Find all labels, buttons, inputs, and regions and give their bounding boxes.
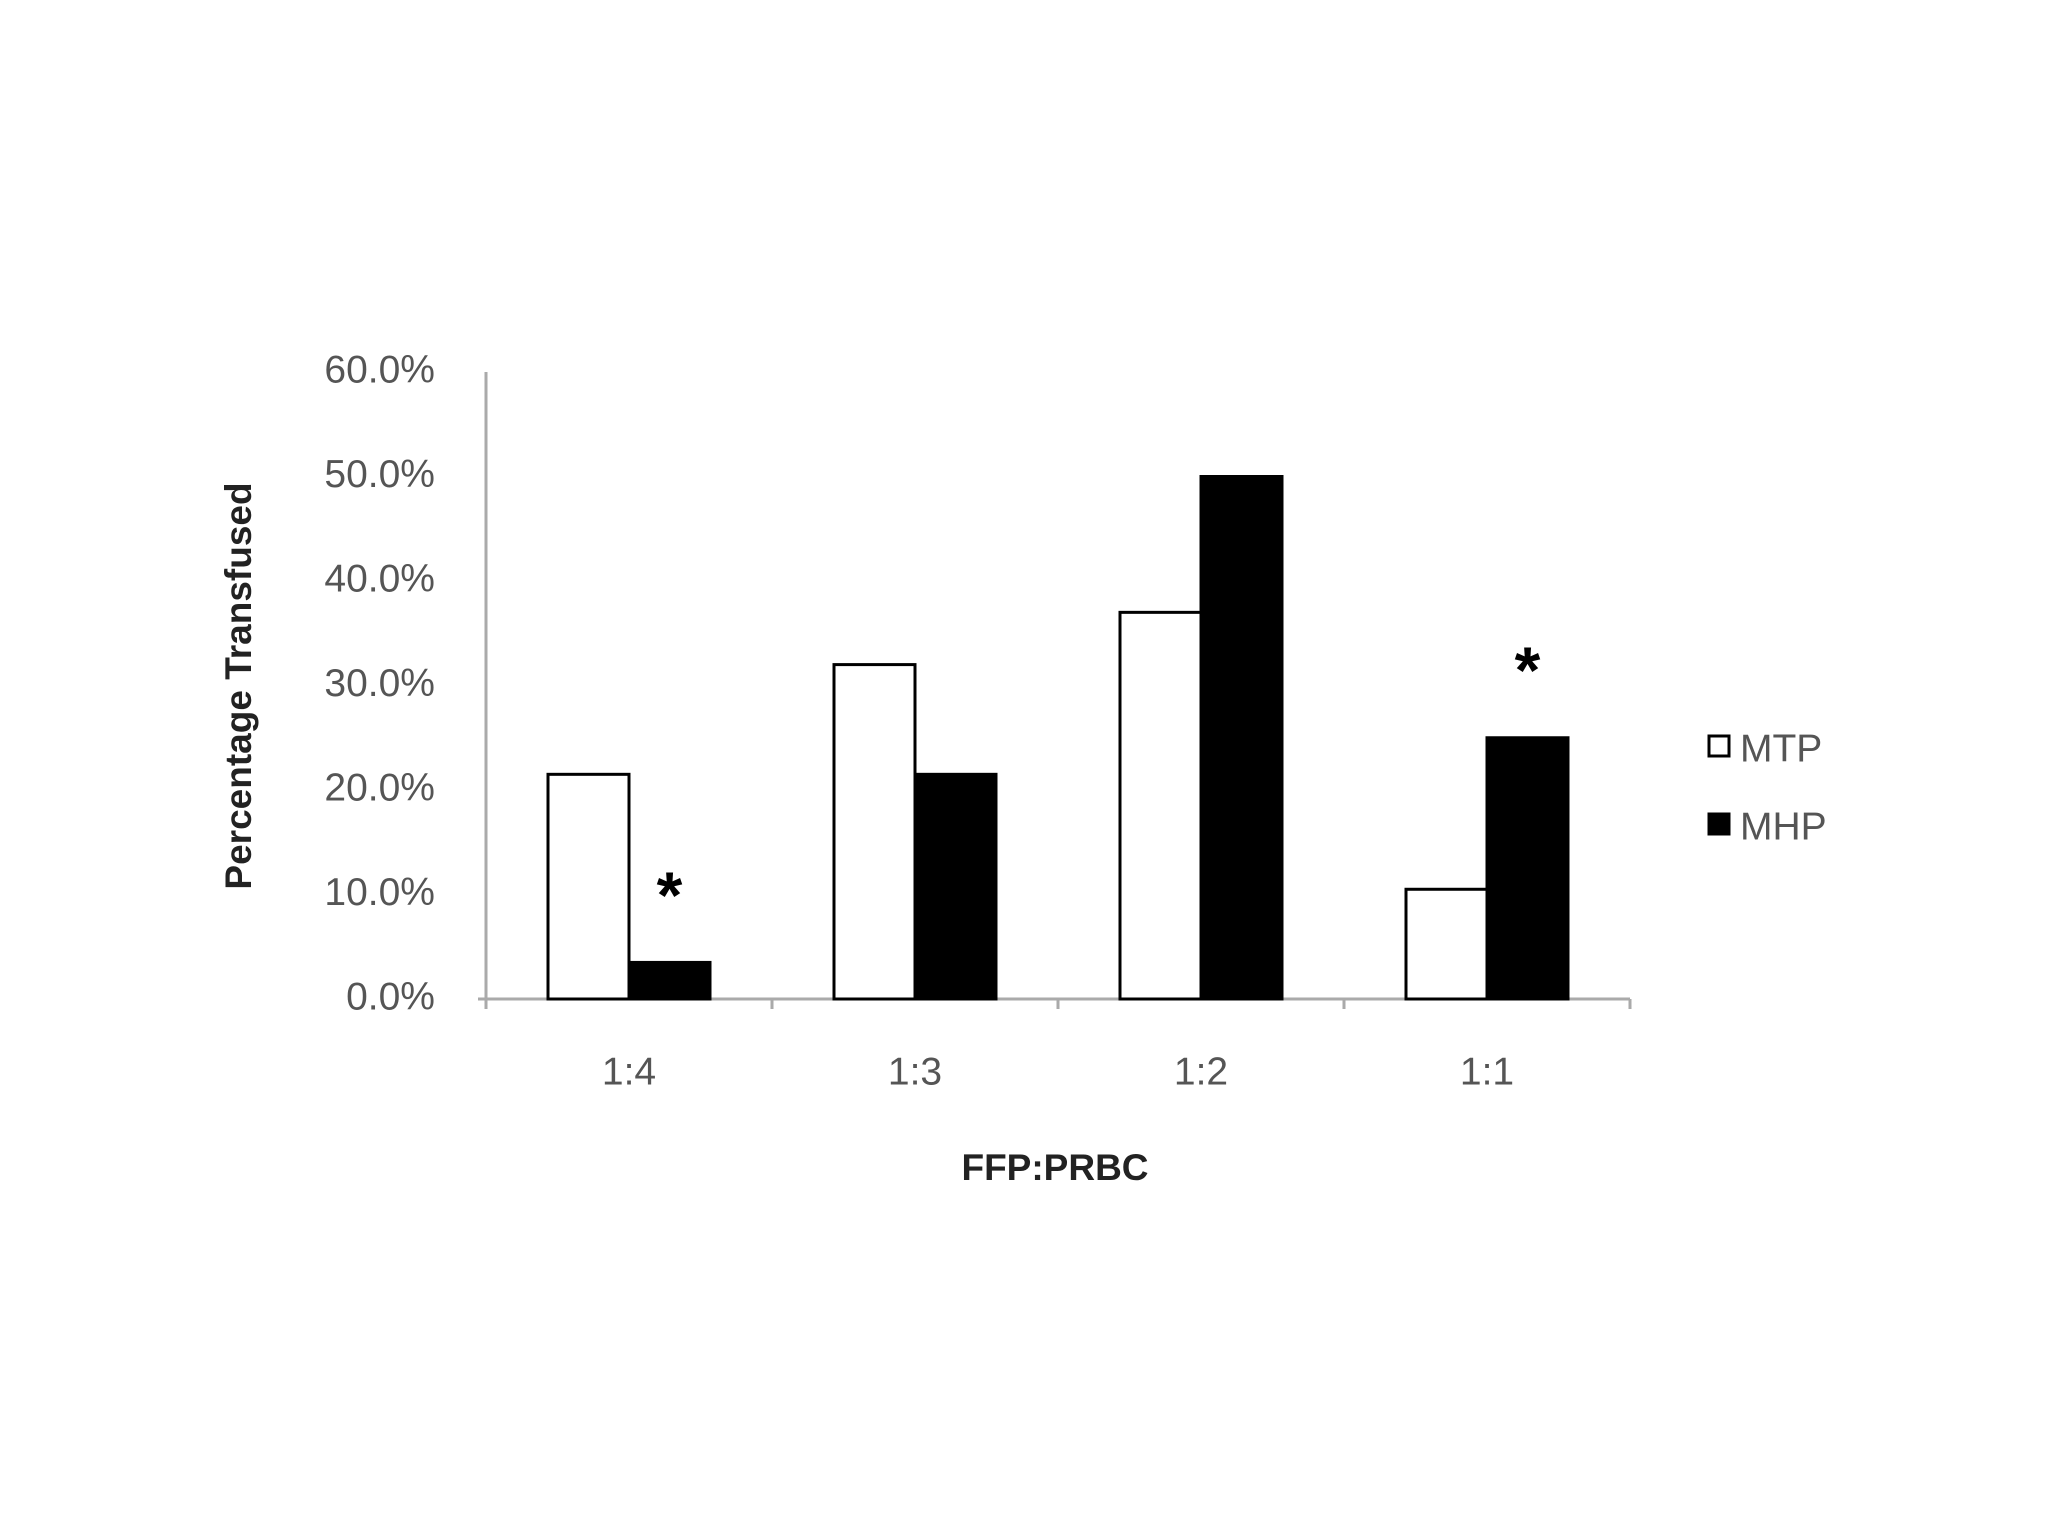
significance-marker: * (1515, 633, 1541, 707)
x-axis-title: FFP:PRBC (961, 1147, 1148, 1188)
y-tick-label: 50.0% (324, 453, 435, 496)
bar (546, 772, 631, 1001)
legend-swatch (1707, 812, 1731, 836)
legend-swatch (1707, 734, 1731, 758)
x-tick-label: 1:4 (602, 1050, 656, 1093)
x-tick-label: 1:1 (1460, 1050, 1514, 1093)
bar (1199, 475, 1284, 1001)
y-tick-label: 60.0% (324, 348, 435, 391)
y-tick-label: 10.0% (324, 871, 435, 914)
legend-label: MTP (1740, 727, 1822, 770)
bar (627, 960, 712, 1001)
significance-marker: * (657, 858, 683, 932)
y-tick-label: 40.0% (324, 557, 435, 600)
bar (1404, 887, 1489, 1001)
x-tick-label: 1:2 (1174, 1050, 1228, 1093)
bar (913, 772, 998, 1001)
y-tick-label: 30.0% (324, 662, 435, 705)
y-axis-title: Percentage Transfused (218, 482, 259, 889)
x-tick-label: 1:3 (888, 1050, 942, 1093)
bar (1118, 610, 1203, 1001)
y-tick-label: 20.0% (324, 766, 435, 809)
bar (832, 663, 917, 1001)
bar (1485, 736, 1570, 1001)
y-tick-label: 0.0% (346, 975, 435, 1018)
legend-label: MHP (1740, 805, 1827, 848)
